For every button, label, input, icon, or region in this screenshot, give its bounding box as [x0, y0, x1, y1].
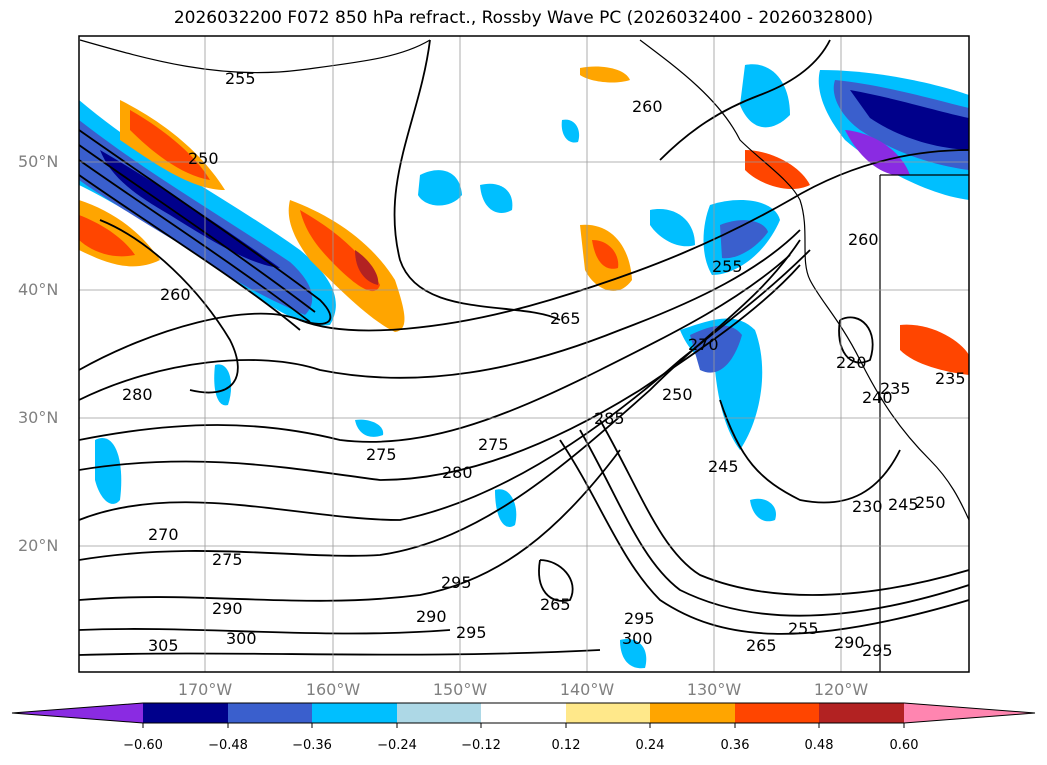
colorbar-tick-label: 0.12	[551, 738, 581, 753]
colorbar-tick-label: 0.24	[635, 738, 665, 753]
contour-label: 255	[225, 69, 256, 88]
colorbar-extend-high	[904, 703, 1035, 723]
contour-lines	[79, 39, 969, 656]
contour-label: 305	[148, 636, 179, 655]
contour-label: 285	[594, 409, 625, 428]
colorbar-tick-label: 0.36	[720, 738, 750, 753]
contour-label: 235	[880, 379, 911, 398]
contour-label: 300	[622, 629, 653, 648]
contour-label: 280	[442, 463, 473, 482]
contour-label: 250	[915, 493, 946, 512]
colorbar-segment	[228, 703, 312, 723]
contour-label: 275	[212, 550, 243, 569]
colorbar-segment	[650, 703, 735, 723]
contour-label: 260	[632, 97, 663, 116]
contour-label: 250	[662, 385, 693, 404]
colorbar-tick-label: 0.48	[804, 738, 834, 753]
map-frame	[78, 35, 970, 673]
lat-label-40n: 40°N	[18, 280, 59, 299]
colorbar-tick-label: −0.48	[208, 738, 248, 753]
positive-anomaly-band-west	[79, 66, 969, 375]
contour-label: 245	[708, 457, 739, 476]
lon-label-120w: 120°W	[813, 680, 869, 699]
contour-label: 275	[366, 445, 397, 464]
contour-label: 280	[122, 385, 153, 404]
colorbar-extend-low	[12, 703, 143, 723]
contour-label: 295	[441, 573, 472, 592]
lat-label-20n: 20°N	[18, 536, 59, 555]
colorbar	[11, 702, 1036, 728]
contour-label: 300	[226, 629, 257, 648]
contour-label: 265	[540, 595, 571, 614]
contour-label: 295	[862, 641, 893, 660]
contour-label: 235	[935, 369, 966, 388]
lon-label-170w: 170°W	[177, 680, 233, 699]
lat-label-50n: 50°N	[18, 152, 59, 171]
contour-label: 250	[188, 149, 219, 168]
colorbar-segment	[481, 703, 566, 723]
contour-label: 295	[456, 623, 487, 642]
contour-label: 290	[416, 607, 447, 626]
lon-label-160w: 160°W	[305, 680, 361, 699]
colorbar-segment	[312, 703, 397, 723]
colorbar-tick-label: −0.60	[123, 738, 163, 753]
contour-label: 295	[624, 609, 655, 628]
contour-label: 275	[478, 435, 509, 454]
colorbar-tick-label: −0.24	[377, 738, 417, 753]
contour-label: 260	[848, 230, 879, 249]
colorbar-tick-label: 0.60	[889, 738, 919, 753]
contour-label: 240	[862, 388, 893, 407]
lon-label-140w: 140°W	[559, 680, 615, 699]
contour-label: 255	[712, 257, 743, 276]
contour-label: 270	[148, 525, 179, 544]
contour-label: 265	[746, 636, 777, 655]
colorbar-segment	[397, 703, 481, 723]
colorbar-tick-label: −0.36	[292, 738, 332, 753]
contour-label: 220	[836, 353, 867, 372]
contour-label: 270	[688, 335, 719, 354]
contour-label: 260	[160, 285, 191, 304]
contour-label: 265	[550, 309, 581, 328]
contour-label: 290	[834, 633, 865, 652]
colorbar-segment	[819, 703, 904, 723]
contour-label: 245	[888, 495, 919, 514]
graticule	[79, 36, 969, 672]
colorbar-segment	[566, 703, 650, 723]
contour-label: 290	[212, 599, 243, 618]
lon-label-130w: 130°W	[686, 680, 742, 699]
map-plot-area: 255 260 250 260 255 265 260 275 280 275 …	[79, 36, 969, 672]
lon-label-150w: 150°W	[432, 680, 488, 699]
contour-labels: 255 260 250 260 255 265 260 275 280 275 …	[122, 69, 966, 660]
contour-label: 255	[788, 619, 819, 638]
negative-anomaly-patches	[95, 64, 969, 669]
map-title: 2026032200 F072 850 hPa refract., Rossby…	[173, 8, 874, 28]
colorbar-segment	[143, 703, 228, 723]
contour-label: 230	[852, 497, 883, 516]
coastlines	[79, 39, 969, 672]
colorbar-tick-label: −0.12	[461, 738, 501, 753]
colorbar-segment	[735, 703, 819, 723]
lat-label-30n: 30°N	[18, 408, 59, 427]
